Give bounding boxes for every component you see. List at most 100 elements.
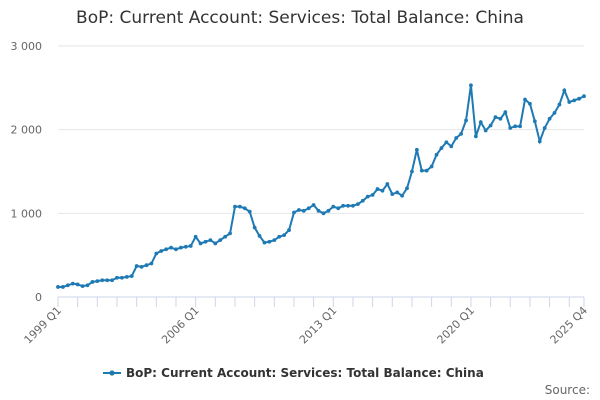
data-point	[252, 225, 257, 230]
data-point	[365, 194, 370, 199]
data-point	[223, 234, 228, 239]
data-point	[360, 198, 365, 203]
data-point	[444, 140, 449, 145]
data-point	[247, 209, 252, 214]
data-point	[336, 206, 341, 211]
data-point	[213, 241, 218, 246]
data-point	[331, 204, 336, 209]
data-point	[478, 120, 483, 125]
data-point	[493, 115, 498, 120]
data-point	[449, 144, 454, 149]
data-point	[124, 275, 129, 279]
data-point	[508, 126, 513, 130]
data-point	[95, 279, 100, 283]
data-point	[233, 204, 237, 209]
data-point	[193, 234, 198, 239]
data-point	[139, 264, 144, 269]
y-axis-tick-labels: 0 1 000 2 000 3 000	[11, 40, 43, 304]
data-point	[390, 192, 395, 196]
data-point	[547, 116, 552, 121]
data-point	[528, 101, 532, 106]
data-point	[149, 261, 154, 266]
data-point	[321, 211, 326, 216]
data-point	[174, 247, 178, 252]
data-point	[115, 275, 119, 280]
data-point	[75, 282, 80, 287]
data-point	[400, 193, 405, 198]
data-point	[518, 124, 522, 129]
data-point	[80, 284, 85, 289]
data-point	[100, 278, 105, 283]
data-point	[203, 239, 208, 244]
y-tick-label: 0	[35, 291, 42, 304]
data-point	[488, 123, 493, 128]
data-point	[532, 119, 537, 124]
data-point	[208, 238, 213, 243]
data-point	[459, 131, 463, 136]
data-point	[65, 283, 70, 288]
data-point	[454, 136, 459, 140]
data-point	[179, 245, 183, 250]
data-point	[513, 124, 518, 129]
y-tick-label: 2 000	[11, 124, 43, 137]
data-point	[572, 98, 577, 103]
grid-lines	[58, 45, 584, 214]
data-point	[272, 238, 277, 243]
data-point	[380, 188, 385, 193]
data-point	[395, 190, 400, 195]
data-point	[296, 208, 301, 212]
x-tick-label: 2013 Q1	[297, 304, 340, 347]
data-point	[183, 244, 188, 249]
legend-label: BoP: Current Account: Services: Total Ba…	[126, 366, 484, 380]
chart-title: BoP: Current Account: Services: Total Ba…	[76, 8, 524, 28]
data-point	[351, 203, 355, 208]
data-point	[61, 285, 65, 289]
legend-marker-swatch	[109, 370, 115, 376]
data-point	[237, 204, 242, 209]
data-point	[257, 234, 262, 238]
data-point	[375, 187, 380, 191]
data-point	[144, 263, 149, 268]
data-point	[346, 203, 350, 208]
data-point	[385, 182, 390, 186]
data-point	[410, 169, 414, 174]
data-point	[188, 244, 193, 248]
series-line	[58, 85, 585, 288]
data-point	[370, 193, 375, 197]
data-point	[577, 96, 581, 101]
data-point	[159, 249, 164, 253]
data-point	[110, 278, 114, 283]
data-point	[464, 118, 468, 123]
x-tick-label: 2006 Q1	[159, 304, 202, 347]
data-point	[85, 283, 90, 288]
legend[interactable]: BoP: Current Account: Services: Total Ba…	[103, 366, 484, 380]
data-point	[326, 208, 331, 213]
x-tick-label: 1999 Q1	[22, 304, 65, 347]
data-point	[316, 208, 321, 213]
x-tick-label: 2020 Q1	[435, 304, 478, 347]
data-point	[154, 251, 159, 256]
data-point	[292, 210, 296, 215]
data-point	[287, 228, 291, 232]
data-point	[537, 139, 542, 144]
data-point	[267, 239, 272, 244]
data-point	[439, 146, 444, 150]
data-point	[562, 88, 567, 93]
data-point	[419, 168, 424, 173]
source-label: Source:	[545, 383, 590, 397]
data-point	[473, 134, 478, 139]
y-tick-label: 1 000	[11, 207, 43, 220]
data-point	[503, 110, 508, 114]
data-point	[70, 281, 75, 286]
x-tick-label: 2025 Q4	[548, 304, 591, 347]
data-point	[557, 102, 562, 107]
y-tick-label: 3 000	[11, 40, 43, 53]
data-point	[469, 83, 473, 88]
axes	[57, 296, 585, 307]
data-point	[301, 208, 306, 213]
data-point	[129, 274, 134, 278]
data-point	[582, 94, 586, 99]
data-point	[483, 128, 488, 133]
data-point	[311, 203, 316, 207]
data-point	[341, 203, 346, 208]
